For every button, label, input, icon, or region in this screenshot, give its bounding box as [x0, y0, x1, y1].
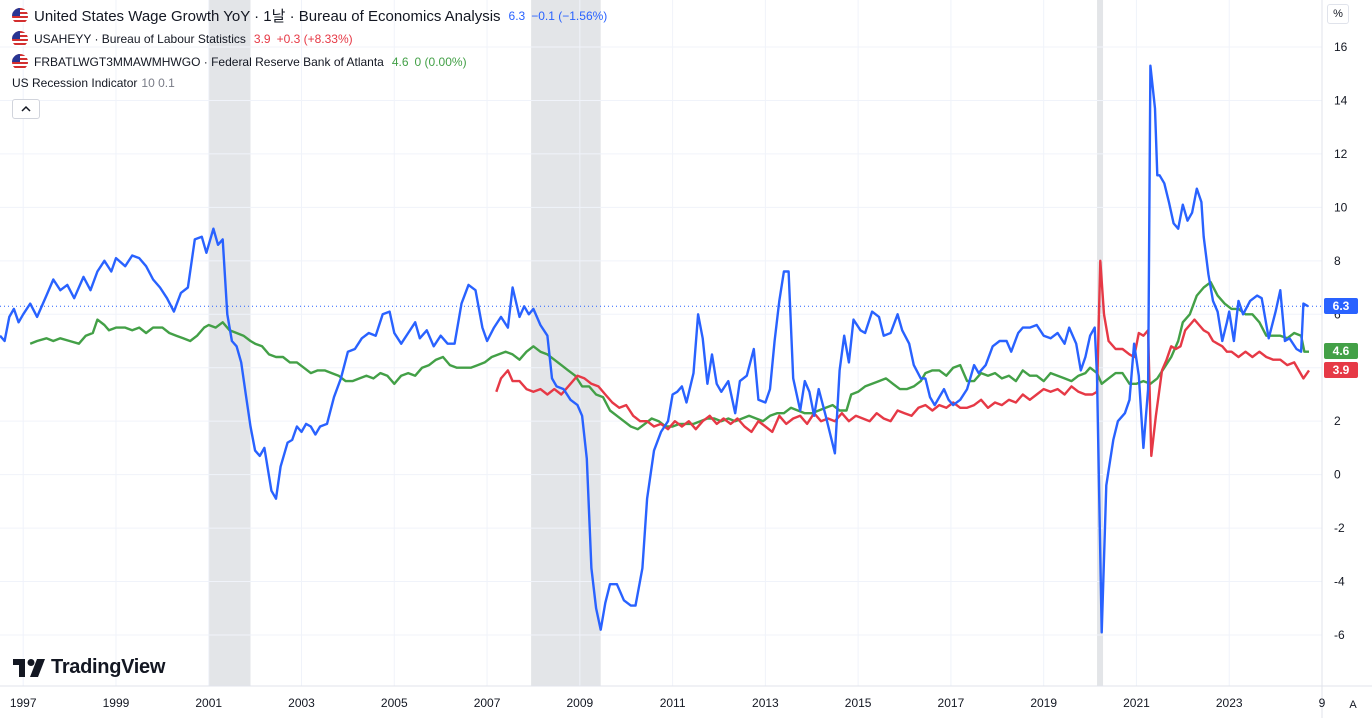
- last-value-badge-blue: 6.3: [1324, 298, 1358, 314]
- x-tick-label: 1999: [103, 696, 130, 710]
- legend-main-value: 6.3: [508, 8, 526, 23]
- legend-main-title: United States Wage Growth YoY · 1날 · Bur…: [34, 8, 501, 25]
- x-tick-label: 2013: [752, 696, 779, 710]
- recession-band-1: [531, 0, 601, 686]
- last-value-badge-green: 4.6: [1324, 343, 1358, 359]
- y-tick-label: 10: [1334, 200, 1348, 214]
- collapse-legend-button[interactable]: [12, 99, 40, 119]
- legend-series3-change: 0 (0.00%): [414, 54, 467, 69]
- x-tick-label: 2011: [660, 696, 686, 710]
- us-flag-icon: [12, 53, 28, 70]
- x-tick-label: 2017: [938, 696, 965, 710]
- y-tick-label: 0: [1334, 468, 1341, 482]
- series-lines[interactable]: [0, 64, 1310, 634]
- legend-series2-title: USAHEYY · Bureau of Labour Statistics: [34, 31, 246, 46]
- y-tick-label: 16: [1334, 40, 1348, 54]
- x-tick-label: 2001: [195, 696, 222, 710]
- y-tick-label: 8: [1334, 254, 1341, 268]
- legend-series2[interactable]: USAHEYY · Bureau of Labour Statistics 3.…: [12, 27, 607, 50]
- legend-series3[interactable]: FRBATLWGT3MMAWMHWGO · Federal Reserve Ba…: [12, 50, 607, 73]
- last-value-badge-red: 3.9: [1324, 362, 1358, 378]
- legend-recession[interactable]: US Recession Indicator 10 0.1: [12, 73, 607, 93]
- tradingview-logo-text: TradingView: [51, 656, 166, 678]
- y-tick-label: -2: [1334, 521, 1345, 535]
- grid-lines: [0, 0, 1323, 686]
- tradingview-logo-icon: [13, 658, 45, 677]
- us-flag-icon: [12, 7, 28, 24]
- series-line-united-states-wage-growth-yoy[interactable]: [0, 64, 1309, 634]
- recession-band-0: [208, 0, 251, 686]
- x-tick-label: 1997: [10, 696, 37, 710]
- x-tick-label: 2023: [1216, 696, 1243, 710]
- legend-series2-change: +0.3 (+8.33%): [276, 31, 353, 46]
- x-tick-label: 2003: [288, 696, 315, 710]
- x-tick-label: 2007: [474, 696, 501, 710]
- y-tick-label: -6: [1334, 628, 1345, 642]
- legend: United States Wage Growth YoY · 1날 · Bur…: [12, 4, 607, 93]
- x-tick-label: 9: [1319, 696, 1326, 710]
- auto-scale-button[interactable]: A: [1349, 699, 1357, 711]
- recession-band-2: [1097, 0, 1104, 686]
- y-tick-label: 6: [1334, 307, 1341, 321]
- legend-series3-title: FRBATLWGT3MMAWMHWGO · Federal Reserve Ba…: [34, 54, 384, 69]
- x-tick-label: 2009: [566, 696, 593, 710]
- legend-main[interactable]: United States Wage Growth YoY · 1날 · Bur…: [12, 4, 607, 27]
- y-tick-label: 2: [1334, 414, 1341, 428]
- legend-series3-value: 4.6: [391, 54, 409, 69]
- x-tick-label: 2015: [845, 696, 872, 710]
- legend-main-change: −0.1 (−1.56%): [531, 8, 608, 23]
- y-tick-label: 12: [1334, 147, 1348, 161]
- x-tick-label: 2021: [1123, 696, 1150, 710]
- x-tick-label: 2019: [1030, 696, 1057, 710]
- series-line-usaheyy[interactable]: [495, 259, 1310, 458]
- y-tick-label: 14: [1334, 93, 1348, 107]
- y-axis[interactable]: 1614121086420-2-4-6: [1334, 40, 1348, 642]
- us-flag-icon: [12, 30, 28, 47]
- tradingview-logo[interactable]: TradingView: [13, 656, 165, 679]
- recession-bands: [208, 0, 1104, 686]
- legend-recession-value: 10 0.1: [141, 76, 175, 90]
- y-tick-label: -4: [1334, 575, 1345, 589]
- chevron-up-icon: [21, 105, 31, 112]
- legend-recession-title: US Recession Indicator: [12, 76, 138, 90]
- unit-label[interactable]: %: [1327, 4, 1349, 24]
- x-tick-label: 2005: [381, 696, 408, 710]
- legend-series2-value: 3.9: [253, 31, 271, 46]
